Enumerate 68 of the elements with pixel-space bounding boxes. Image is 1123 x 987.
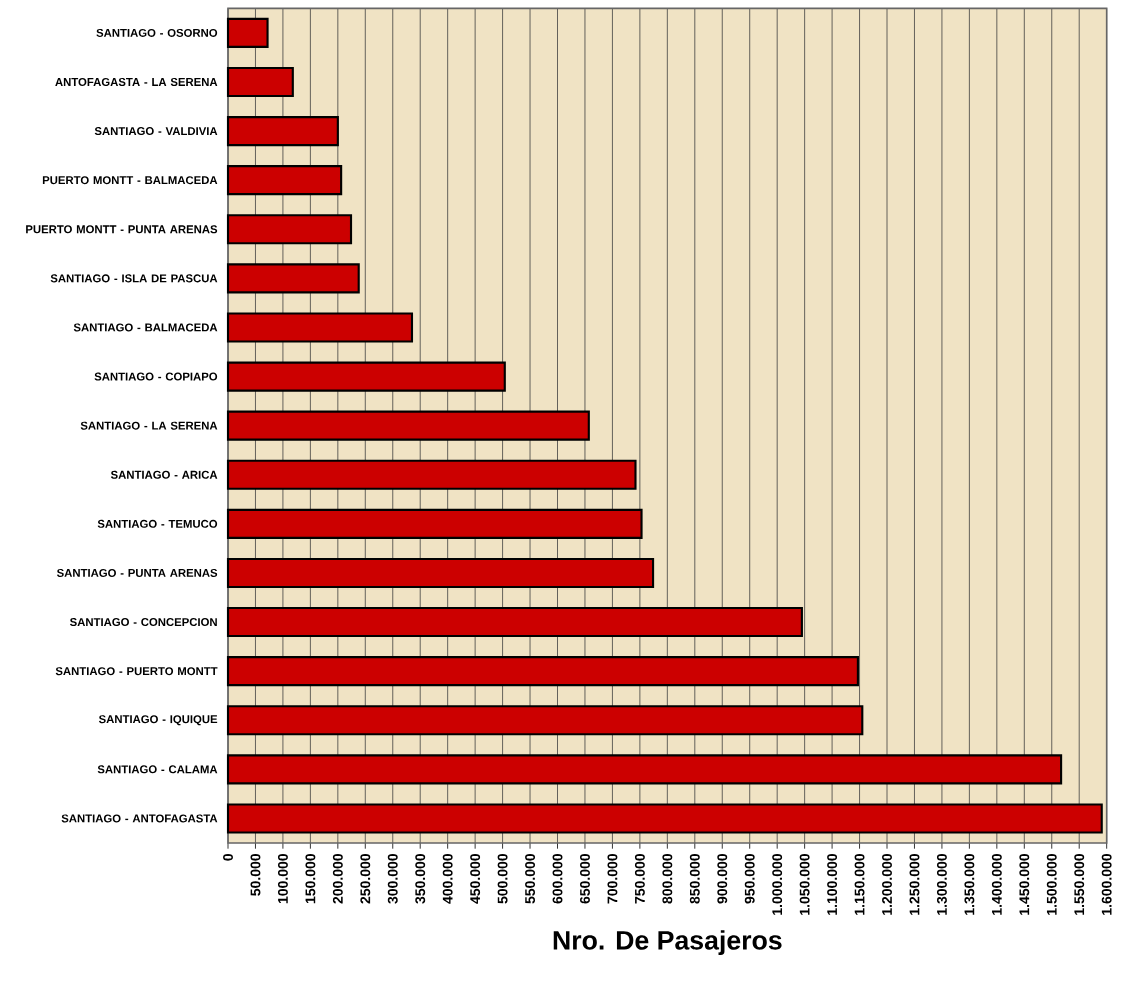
y-tick-label: SANTIAGO - CONCEPCION — [69, 618, 217, 627]
bar — [226, 165, 343, 196]
x-tick-label: 1.050.000 — [799, 853, 810, 915]
x-tick-label: 1.600.000 — [1101, 853, 1112, 915]
x-tick-label: 300.000 — [387, 853, 398, 904]
x-tick-label: 350.000 — [415, 853, 426, 904]
bar — [226, 116, 339, 147]
x-tick-label: 1.550.000 — [1074, 853, 1085, 915]
bar — [226, 754, 1063, 785]
x-tick-label: 850.000 — [689, 853, 700, 904]
x-tick-label: 700.000 — [607, 853, 618, 904]
y-tick-label: SANTIAGO - ANTOFAGASTA — [61, 814, 218, 823]
bar — [226, 410, 590, 441]
x-tick-label: 1.350.000 — [964, 853, 975, 915]
y-tick-label: SANTIAGO - ARICA — [110, 470, 218, 479]
x-tick-label: 1.250.000 — [909, 853, 920, 915]
x-tick-label: 1.500.000 — [1046, 853, 1057, 915]
bar — [226, 214, 353, 245]
x-tick-label: 1.400.000 — [991, 853, 1002, 915]
x-tick-label: 150.000 — [305, 853, 316, 904]
bar — [226, 656, 859, 687]
y-tick-label: SANTIAGO - LA SERENA — [80, 421, 218, 430]
x-tick-label: 1.150.000 — [854, 853, 865, 915]
x-tick-label: 550.000 — [525, 853, 536, 904]
bar — [226, 312, 414, 343]
bar — [226, 803, 1103, 834]
y-tick-label: PUERTO MONTT - BALMACEDA — [42, 176, 218, 185]
bar — [226, 508, 643, 539]
x-tick-label: 1.450.000 — [1019, 853, 1030, 915]
x-tick-label: 950.000 — [744, 853, 755, 904]
y-tick-label: SANTIAGO - ISLA DE PASCUA — [50, 274, 218, 283]
x-tick-label: 1.200.000 — [882, 853, 892, 915]
y-tick-label: SANTIAGO - IQUIQUE — [98, 715, 218, 726]
bar — [226, 361, 506, 392]
x-tick-label: 50.000 — [250, 853, 261, 896]
x-tick-label: 1.100.000 — [827, 853, 838, 915]
x-tick-label: 750.000 — [634, 853, 645, 904]
y-tick-label: SANTIAGO - PUERTO MONTT — [55, 667, 218, 676]
y-tick-label: SANTIAGO - COPIAPO — [94, 372, 218, 381]
x-tick-label: 600.000 — [552, 853, 563, 904]
x-tick-label: 1.000.000 — [772, 853, 783, 915]
y-tick-label: PUERTO MONTT - PUNTA ARENAS — [26, 225, 218, 234]
bar — [226, 17, 269, 48]
x-tick-label: 500.000 — [497, 853, 508, 904]
x-tick-label: 650.000 — [580, 853, 590, 904]
x-tick-label: 1.300.000 — [936, 853, 947, 915]
y-tick-label: SANTIAGO - TEMUCO — [97, 519, 218, 528]
x-tick-label: 200.000 — [332, 853, 343, 904]
x-tick-label: 250.000 — [360, 853, 371, 904]
bar — [226, 557, 655, 589]
x-tick-label: 450.000 — [470, 853, 481, 904]
bar — [226, 263, 360, 294]
y-tick-label: SANTIAGO - PUNTA ARENAS — [56, 568, 218, 577]
bar — [226, 705, 864, 736]
bar — [226, 459, 637, 490]
y-tick-label: ANTOFAGASTA - LA SERENA — [55, 77, 218, 86]
x-tick-label: 900.000 — [717, 853, 728, 904]
y-tick-label: SANTIAGO - BALMACEDA — [73, 323, 218, 332]
bar — [226, 606, 803, 638]
x-tick-label: 100.000 — [277, 853, 288, 904]
y-tick-label: SANTIAGO - OSORNO — [96, 28, 218, 37]
y-tick-label: SANTIAGO - CALAMA — [97, 765, 218, 774]
x-tick-label: 0 — [223, 853, 233, 861]
bar — [226, 66, 294, 98]
x-axis-title: Nro. De Pasajeros — [553, 930, 782, 956]
y-tick-label: SANTIAGO - VALDIVIA — [94, 127, 218, 136]
x-tick-label: 400.000 — [442, 853, 453, 904]
x-tick-label: 800.000 — [662, 853, 673, 904]
